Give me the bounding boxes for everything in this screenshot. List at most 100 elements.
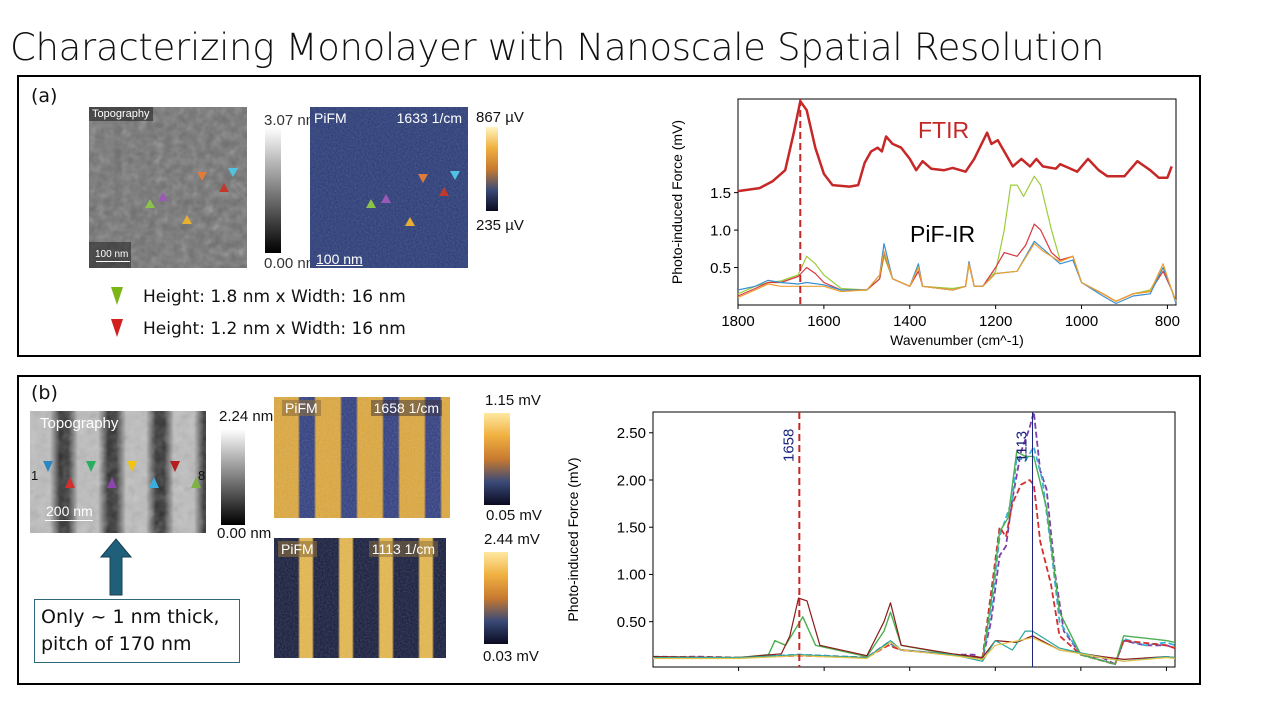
plot-frame (737, 98, 1177, 306)
spectrum-line (737, 99, 1173, 193)
spectrum-chart-a: 1800 1600 1400 1200 1000 800 0.5 1.0 1.5 Wavenumb… (669, 98, 1180, 348)
scale-bar (45, 520, 93, 521)
x-tick-label: 800 (1155, 313, 1180, 330)
x-tick-label: 1400 (893, 313, 926, 330)
x-tick-label: 1800 (721, 313, 754, 330)
colorbar-min: 0.05 mV (486, 507, 542, 524)
spectrum-line (737, 243, 1177, 302)
marker-triangle (149, 477, 159, 488)
marker-triangle (405, 217, 415, 226)
y-tick-label: 1.0 (710, 222, 731, 239)
scale-bar-label: 100 nm (95, 249, 129, 260)
spectrum-line (652, 411, 1176, 666)
reference-label-1113: 1113 (1014, 431, 1031, 462)
x-tick-label: 1000 (1064, 675, 1097, 677)
colorbar-max: 3.07 nm (264, 112, 319, 129)
pifm-tag: PiFM (278, 541, 317, 557)
y-axis-label: Photo-induced Force (mV) (565, 457, 581, 621)
panel-a: (a) Topography 100 nm 3.07 nm 0.00 nm Pi… (17, 75, 1201, 357)
pifm-tag: PiFM (314, 110, 347, 126)
marker-triangle (86, 461, 96, 472)
pifm-image-1113: PiFM 1113 1/cm (274, 538, 446, 658)
reference-label-1658: 1658 (780, 429, 797, 462)
line-end-8: 8 (198, 468, 206, 483)
scale-bar-label: 100 nm (316, 251, 363, 267)
pifm-colorbar-1113 (484, 552, 508, 644)
x-tick-label: 1200 (979, 313, 1012, 330)
marker-triangle (366, 199, 376, 208)
spectrum-line (653, 479, 1176, 666)
marker-triangle (107, 477, 117, 488)
y-tick-label: 2.00 (617, 472, 646, 489)
legend-text-green: Height: 1.8 nm x Width: 16 nm (143, 287, 406, 307)
marker-triangle (158, 192, 168, 201)
panel-b: (b) Topography 200 nm 1 8 2.24 nm 0.00 n… (17, 375, 1201, 685)
annotation-note: Only ~ 1 nm thick, pitch of 170 nm (34, 599, 240, 663)
legend-triangle-red (111, 319, 123, 337)
marker-triangle (197, 172, 207, 181)
plot-frame (652, 411, 1176, 668)
marker-triangle (418, 174, 428, 183)
spectrum-line (653, 451, 1176, 665)
marker-triangle (170, 461, 180, 472)
colorbar-min: 235 µV (476, 217, 524, 234)
topography-colorbar-b (221, 429, 245, 525)
marker-triangle (127, 461, 137, 472)
x-tick-label: 1800 (722, 675, 755, 677)
marker-triangle (450, 171, 460, 180)
x-tick-label: 1000 (1065, 313, 1098, 330)
scale-bar-label: 200 nm (46, 503, 93, 519)
y-tick-label: 2.50 (617, 425, 646, 442)
marker-triangle (439, 187, 449, 196)
marker-triangle (228, 168, 238, 177)
x-tick-label: 1600 (807, 313, 840, 330)
x-tick-label: 1400 (893, 675, 926, 677)
colorbar-min: 0.03 mV (483, 648, 539, 665)
legend-text-red: Height: 1.2 nm x Width: 16 nm (143, 319, 406, 339)
arrow-up-icon (99, 537, 133, 597)
y-axis-label: Photo-induced Force (mV) (669, 120, 685, 284)
marker-triangle (219, 183, 229, 192)
marker-triangle (182, 215, 192, 224)
y-tick-label: 1.5 (710, 185, 731, 202)
spectrum-line (737, 240, 1177, 305)
colorbar-max: 2.24 nm (219, 408, 274, 425)
ftir-label: FTIR (918, 117, 969, 143)
y-tick-label: 0.5 (710, 260, 731, 277)
spectrum-line (653, 637, 1176, 662)
spectrum-line (652, 597, 1176, 660)
spectrum-line (652, 446, 1176, 666)
colorbar-max: 1.15 mV (485, 392, 541, 409)
marker-triangle (191, 477, 201, 488)
topography-image-b: Topography 200 nm 1 8 (30, 411, 206, 533)
pifm-image-1658: PiFM 1658 1/cm (274, 397, 450, 518)
topography-tag: Topography (40, 415, 119, 432)
topography-image-a: Topography 100 nm (89, 107, 247, 268)
pifm-tag: PiFM (282, 400, 321, 416)
x-tick-label: 800 (1154, 675, 1179, 677)
pifm-wavenumber: 1658 1/cm (370, 400, 442, 416)
slide-title: Characterizing Monolayer with Nanoscale … (10, 26, 1105, 69)
marker-triangle (145, 199, 155, 208)
y-tick-label: 1.00 (617, 567, 646, 584)
x-tick-label: 1200 (979, 675, 1012, 677)
spectrum-chart-b: 1800 1600 1400 1200 1000 800 0.50 1.00 1.50 2.00 2… (565, 411, 1179, 677)
colorbar-max: 2.44 mV (484, 531, 540, 548)
pifm-colorbar-a (486, 127, 498, 211)
legend-triangle-green (111, 287, 123, 305)
pif-ir-label: PiF-IR (910, 221, 975, 247)
x-tick-label: 1600 (807, 675, 840, 677)
marker-triangle (65, 477, 75, 488)
pifm-wavenumber: 1113 1/cm (368, 541, 438, 557)
note-line-1: Only ~ 1 nm thick, (41, 606, 220, 628)
topography-tag: Topography (89, 107, 153, 121)
x-axis-label: Wavenumber (cm^-1) (890, 332, 1024, 348)
pifm-wavenumber: 1633 1/cm (396, 110, 462, 126)
panel-a-label: (a) (31, 85, 58, 107)
topography-colorbar-a (265, 127, 281, 253)
colorbar-min: 0.00 nm (217, 525, 272, 542)
colorbar-max: 867 µV (476, 109, 524, 126)
marker-triangle (43, 461, 53, 472)
y-tick-label: 0.50 (617, 614, 646, 631)
pifm-colorbar-1658 (484, 413, 510, 505)
